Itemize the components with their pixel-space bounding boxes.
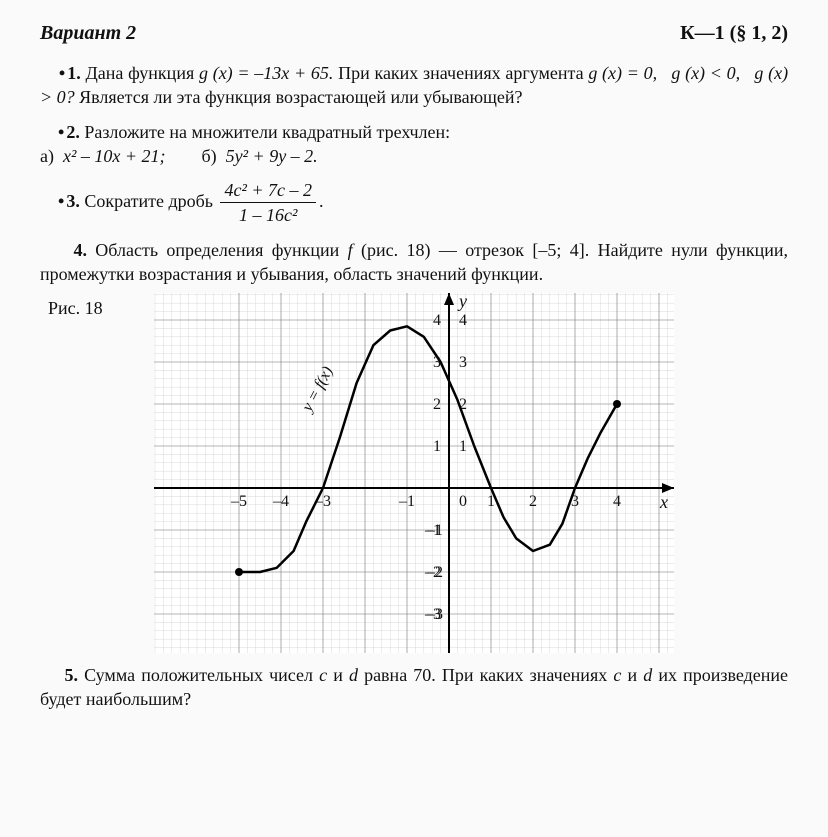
task-1-c2: g (x) < 0, xyxy=(671,63,740,83)
task-4: 4. Область определения функции f (рис. 1… xyxy=(40,238,788,287)
task-1-gx: g (x) = –13x + 65. xyxy=(199,63,333,83)
task-5: 5. Сумма положительных чисел c и d равна… xyxy=(40,663,788,712)
task-3-num: 3. xyxy=(66,191,80,211)
task-1-text-b: При каких значениях аргумента xyxy=(338,63,588,83)
task-1: •1. Дана функция g (x) = –13x + 65. При … xyxy=(40,61,788,110)
svg-text:3: 3 xyxy=(459,354,467,371)
svg-text:–1: –1 xyxy=(398,493,415,510)
task-2: •2. Разложите на множители квадратный тр… xyxy=(40,120,788,169)
frac-bot: 1 – 16c² xyxy=(220,203,316,227)
frac-top: 4c² + 7c – 2 xyxy=(220,178,316,203)
task-2-a-label: а) xyxy=(40,146,54,166)
task-3-text: Сократите дробь xyxy=(84,191,213,211)
task-3: •3. Сократите дробь 4c² + 7c – 2 1 – 16c… xyxy=(40,178,788,228)
task-3-fraction: 4c² + 7c – 2 1 – 16c² xyxy=(220,178,316,228)
svg-text:2: 2 xyxy=(529,493,537,510)
task-5-text-a: Сумма положительных чисел xyxy=(84,665,319,685)
task-5-d: d xyxy=(349,665,358,685)
task-2-b-expr: 5y² + 9y – 2. xyxy=(226,146,318,166)
task-5-and2: и xyxy=(621,665,643,685)
task-5-d2: d xyxy=(643,665,652,685)
task-1-text-a: Дана функция xyxy=(85,63,199,83)
task-2-num: 2. xyxy=(66,122,80,142)
task-2-a-expr: x² – 10x + 21; xyxy=(63,146,166,166)
task-5-num: 5. xyxy=(64,665,78,685)
svg-text:4: 4 xyxy=(459,312,467,329)
svg-text:x: x xyxy=(659,492,668,512)
svg-text:4: 4 xyxy=(613,493,621,510)
svg-text:y: y xyxy=(457,293,467,311)
task-1-num: 1. xyxy=(67,63,81,83)
variant-title: Вариант 2 xyxy=(40,20,136,47)
task-4-text-a: Область определения функции xyxy=(95,240,347,260)
svg-text:–3: –3 xyxy=(424,606,441,623)
svg-text:–4: –4 xyxy=(272,493,289,510)
test-ref: К—1 (§ 1, 2) xyxy=(680,20,788,47)
svg-text:3: 3 xyxy=(433,354,441,371)
task-1-text-c: Является ли эта функция возрастающей или… xyxy=(79,87,522,107)
svg-text:0: 0 xyxy=(459,493,467,510)
worksheet-page: Вариант 2 К—1 (§ 1, 2) •1. Дана функция … xyxy=(0,0,828,837)
task-2-text: Разложите на множители квадратный трехчл… xyxy=(84,122,450,142)
figure-18: Рис. 18 –5–4–3–11234–3–2–112340xyy = f(x… xyxy=(40,296,788,652)
task-3-dot: . xyxy=(319,191,324,211)
svg-text:4: 4 xyxy=(433,312,441,329)
svg-text:1: 1 xyxy=(433,438,441,455)
svg-text:1: 1 xyxy=(459,438,467,455)
task-2-b-label: б) xyxy=(202,146,217,166)
svg-text:–2: –2 xyxy=(424,564,441,581)
svg-text:2: 2 xyxy=(433,396,441,413)
function-graph: –5–4–3–11234–3–2–112340xyy = f(x)–3–2–11… xyxy=(154,293,674,653)
task-4-num: 4. xyxy=(73,240,87,260)
svg-text:–5: –5 xyxy=(230,493,247,510)
header: Вариант 2 К—1 (§ 1, 2) xyxy=(40,20,788,47)
task-1-c1: g (x) = 0, xyxy=(588,63,657,83)
svg-text:–1: –1 xyxy=(424,522,441,539)
task-5-c: c xyxy=(319,665,327,685)
task-5-and: и xyxy=(327,665,349,685)
task-5-text-b: равна 70. При каких значениях xyxy=(358,665,613,685)
